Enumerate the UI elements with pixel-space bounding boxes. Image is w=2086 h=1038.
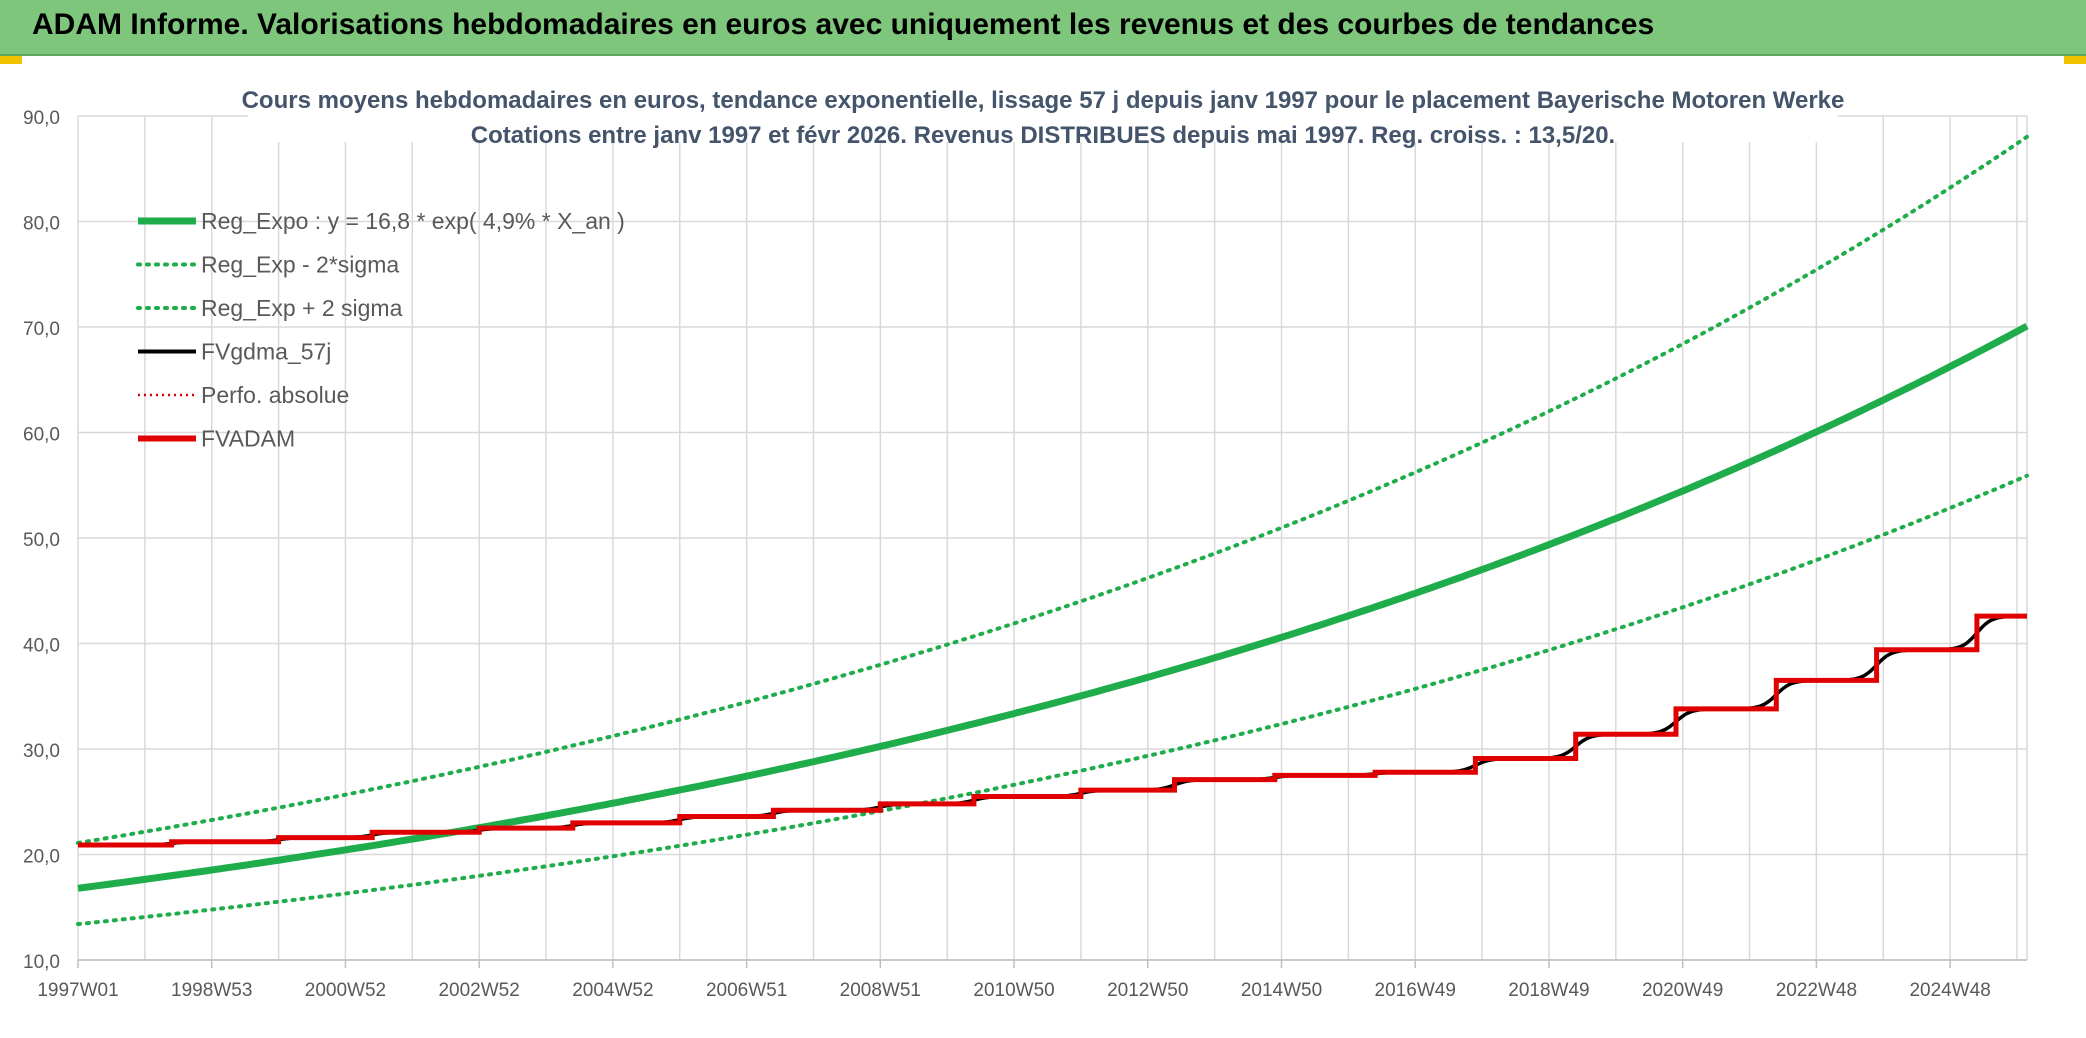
x-tick-label: 1997W01 — [37, 980, 118, 1001]
x-tick-label: 2016W49 — [1375, 980, 1456, 1001]
report-banner: ADAM Informe. Valorisations hebdomadaire… — [0, 0, 2086, 56]
series-reg-exp-plus-2sigma — [76, 134, 2029, 845]
chart-series — [76, 134, 2029, 927]
y-tick-label: 90,0 — [23, 108, 60, 129]
x-tick-label: 2006W51 — [706, 980, 787, 1001]
y-tick-label: 50,0 — [23, 530, 60, 551]
x-tick-label: 2012W50 — [1107, 980, 1188, 1001]
series-fvadam — [78, 613, 2027, 848]
series-perfo-absolue — [78, 615, 2027, 846]
legend-label-reg_plus: Reg_Exp + 2 sigma — [201, 295, 403, 321]
y-tick-label: 70,0 — [23, 319, 60, 340]
x-axis-ticks: 1997W01 1998W53 2000W52 2002W52 2004W52 2006W… — [37, 960, 1991, 1001]
banner-title: ADAM Informe. Valorisations hebdomadaire… — [32, 8, 1655, 41]
y-tick-label: 40,0 — [23, 636, 60, 657]
legend-label-fvgdma: FVgdma_57j — [201, 339, 331, 365]
x-tick-label: 2010W50 — [973, 980, 1054, 1001]
x-tick-label: 2022W48 — [1776, 980, 1857, 1001]
chart-title: Cours moyens hebdomadaires en euros, ten… — [242, 87, 1845, 114]
series-fvgdma-57j — [78, 614, 2027, 847]
y-axis-ticks: 10,0 20,0 30,0 40,0 50,0 60,0 70,0 80,0 90,0 — [23, 108, 60, 973]
corner-marker-right — [2064, 56, 2086, 64]
x-tick-label: 2000W52 — [305, 980, 386, 1001]
x-tick-label: 2020W49 — [1642, 980, 1723, 1001]
y-tick-label: 30,0 — [23, 741, 60, 762]
x-tick-label: 2018W49 — [1508, 980, 1589, 1001]
x-tick-label: 2014W50 — [1241, 980, 1322, 1001]
x-tick-label: 2024W48 — [1909, 980, 1990, 1001]
legend-label-perfo: Perfo. absolue — [201, 382, 349, 408]
line-chart: 10,0 20,0 30,0 40,0 50,0 60,0 70,0 80,0 90,0 199… — [23, 82, 2029, 1001]
chart-subtitle: Cotations entre janv 1997 et févr 2026. … — [471, 122, 1615, 149]
x-tick-label: 2002W52 — [438, 980, 519, 1001]
corner-marker-left — [0, 56, 22, 64]
x-tick-label: 2008W51 — [840, 980, 921, 1001]
legend-label-reg_minus: Reg_Exp - 2*sigma — [201, 252, 399, 278]
x-tick-label: 2004W52 — [572, 980, 653, 1001]
x-tick-label: 1998W53 — [171, 980, 252, 1001]
chart-legend: Reg_Expo : y = 16,8 * exp( 4,9% * X_an )… — [136, 208, 625, 452]
y-tick-label: 60,0 — [23, 425, 60, 446]
y-tick-label: 20,0 — [23, 847, 60, 868]
legend-label-reg_expo: Reg_Expo : y = 16,8 * exp( 4,9% * X_an ) — [201, 208, 625, 234]
y-tick-label: 10,0 — [23, 952, 60, 973]
legend-label-fvadam: FVADAM — [201, 426, 295, 452]
title-backdrop — [248, 82, 1838, 142]
y-tick-label: 80,0 — [23, 214, 60, 235]
series-reg-expo — [77, 323, 2029, 892]
series-reg-exp-minus-2sigma — [76, 473, 2029, 927]
